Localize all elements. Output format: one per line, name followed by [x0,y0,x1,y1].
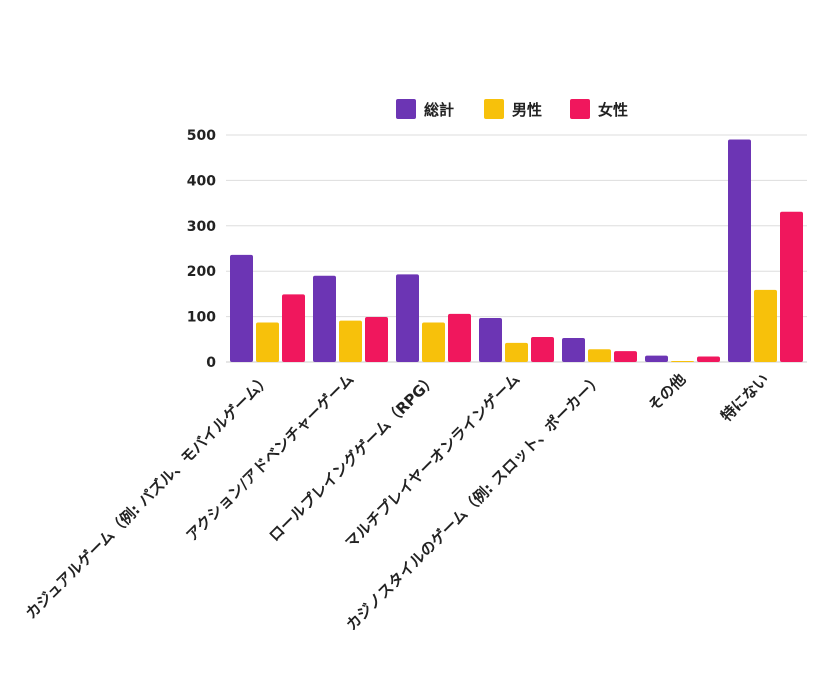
bar [282,294,305,362]
x-tick-label: その他 [645,370,690,415]
x-tick-label: 特にない [717,370,772,425]
y-tick-label: 100 [187,310,216,326]
bar [754,289,777,362]
bars [230,139,803,362]
bar [339,320,362,362]
bar [230,254,253,362]
bar [697,356,720,362]
x-tick-label: マルチプレイヤーオンラインゲーム [342,370,524,552]
bar [479,317,502,362]
y-tick-label: 400 [187,173,216,189]
bar [645,355,668,362]
bar [365,317,388,362]
bar [562,337,585,362]
x-tick-label: ロールプレイングゲーム（RPG） [265,370,440,545]
legend-swatch [484,99,504,119]
chart-legend: 総計 男性 女性 [396,99,628,119]
bar [256,322,279,362]
y-tick-label: 200 [187,264,216,280]
bar [780,211,803,362]
y-axis: 0 100 200 300 400 500 [187,128,216,371]
y-tick-label: 500 [187,128,216,144]
bar [671,361,694,362]
bar [422,322,445,362]
legend-label: 総計 [424,101,454,119]
bar [588,349,611,362]
bar [505,342,528,362]
legend-swatch [570,99,590,119]
bar [396,274,419,362]
legend-label: 男性 [512,101,542,119]
legend-label: 女性 [598,101,628,119]
bar [448,313,471,362]
bar [614,351,637,362]
legend-swatch [396,99,416,119]
bar [313,275,336,362]
x-axis: カジュアルゲーム（例: パズル、モバイルゲーム）アクション/アドベンチャーゲーム… [22,370,772,634]
bar [531,337,554,362]
y-tick-label: 0 [206,355,216,371]
bar [728,139,751,362]
x-tick-label: アクション/アドベンチャーゲーム [183,370,358,545]
y-tick-label: 300 [187,219,216,235]
